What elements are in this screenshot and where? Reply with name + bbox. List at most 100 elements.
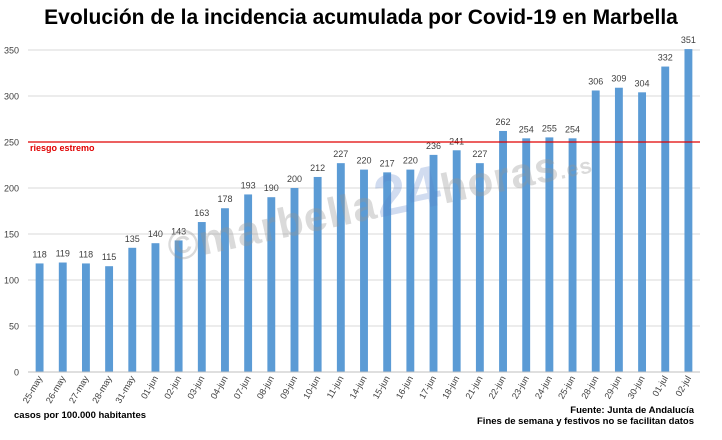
- bar: [221, 208, 229, 372]
- bar: [290, 188, 299, 372]
- x-tick-label: 03-jun: [185, 374, 206, 401]
- data-label: 254: [565, 124, 580, 134]
- bar: [638, 92, 647, 372]
- x-tick-label: 07-jun: [232, 374, 253, 401]
- bar: [58, 262, 67, 372]
- x-tick-label: 31-may: [113, 374, 137, 405]
- bar: [684, 49, 693, 373]
- watermark-tld: .es: [556, 152, 595, 184]
- bar: [591, 90, 600, 372]
- data-note: Fines de semana y festivos no se facilit…: [477, 416, 694, 427]
- data-label: 236: [426, 141, 441, 151]
- bar: [128, 247, 137, 372]
- data-label: 254: [519, 124, 534, 134]
- x-tick-label: 04-jun: [209, 374, 230, 401]
- source-note: Fuente: Junta de Andalucía Fines de sema…: [477, 405, 694, 427]
- data-label: 178: [217, 194, 232, 204]
- y-tick-label: 50: [9, 322, 19, 332]
- bar: [105, 266, 114, 372]
- bar: [244, 194, 253, 372]
- x-tick-label: 21-jun: [463, 374, 484, 401]
- bar: [545, 137, 554, 372]
- bar: [429, 154, 438, 372]
- x-tick-label: 27-may: [67, 374, 91, 405]
- bar: [174, 240, 183, 372]
- data-label: 351: [681, 35, 696, 45]
- data-label: 227: [472, 149, 487, 159]
- data-label: 255: [542, 123, 557, 133]
- data-label: 332: [658, 53, 673, 63]
- data-label: 262: [496, 117, 511, 127]
- source-label: Fuente: Junta de Andalucía: [570, 405, 694, 416]
- x-tick-label: 09-jun: [278, 374, 299, 401]
- data-label: 212: [310, 163, 325, 173]
- bar: [313, 176, 322, 372]
- data-label: 227: [333, 149, 348, 159]
- data-label: 220: [356, 156, 371, 166]
- bar: [661, 66, 670, 372]
- x-tick-label: 28-jun: [579, 374, 600, 401]
- bar: [522, 138, 531, 372]
- x-tick-label: 22-jun: [487, 374, 508, 401]
- bar: [360, 169, 368, 372]
- data-label: 241: [449, 136, 464, 146]
- data-label: 118: [32, 249, 46, 259]
- x-tick-label: 18-jun: [440, 374, 461, 401]
- x-tick-label: 26-may: [44, 374, 68, 405]
- bar: [197, 222, 206, 372]
- x-tick-label: 01-jun: [139, 374, 160, 401]
- bar: [383, 172, 392, 372]
- x-tick-label: 02-jun: [162, 374, 183, 401]
- data-label: 217: [380, 158, 395, 168]
- data-label: 163: [194, 208, 209, 218]
- y-tick-label: 300: [4, 92, 19, 102]
- x-tick-label: 17-jun: [417, 374, 438, 401]
- data-label: 118: [79, 249, 93, 259]
- x-tick-label: 08-jun: [255, 374, 276, 401]
- x-tick-label: 15-jun: [371, 374, 392, 401]
- y-tick-label: 250: [4, 138, 19, 148]
- bar: [336, 163, 345, 372]
- x-tick-label: 10-jun: [301, 374, 322, 401]
- x-tick-label: 02-jul: [673, 374, 693, 398]
- x-tick-label: 28-may: [90, 374, 114, 405]
- x-tick-label: 24-jun: [533, 374, 554, 401]
- bar: [568, 138, 577, 372]
- bar: [499, 130, 507, 372]
- x-tick-label: 23-jun: [510, 374, 531, 401]
- bar: [406, 169, 415, 372]
- data-label: 140: [148, 229, 163, 239]
- data-label: 200: [287, 174, 302, 184]
- watermark-number: 24: [368, 152, 447, 231]
- units-note: casos por 100.000 habitantes: [14, 410, 147, 421]
- data-label: 143: [171, 226, 186, 236]
- data-label: 135: [125, 234, 140, 244]
- y-tick-label: 150: [4, 230, 19, 240]
- bar: [151, 243, 160, 372]
- x-tick-label: 16-jun: [394, 374, 415, 401]
- y-tick-label: 200: [4, 184, 19, 194]
- data-label: 220: [403, 156, 418, 166]
- bar: [81, 263, 90, 372]
- x-tick-label: 30-jun: [626, 374, 647, 401]
- threshold-label: riesgo estremo: [30, 143, 95, 153]
- x-tick-label: 25-jun: [556, 374, 577, 401]
- chart-title: Evolución de la incidencia acumulada por…: [44, 6, 678, 29]
- x-tick-label: 25-may: [21, 374, 45, 405]
- data-label: 115: [102, 252, 116, 262]
- y-tick-label: 350: [4, 46, 19, 56]
- data-label: 119: [56, 249, 70, 259]
- bar: [475, 163, 484, 372]
- y-tick-label: 100: [4, 276, 19, 286]
- bar: [35, 263, 44, 372]
- bar: [267, 197, 276, 372]
- x-tick-label: 29-jun: [602, 374, 623, 401]
- x-tick-label: 14-jun: [348, 374, 369, 401]
- data-label: 304: [635, 78, 650, 88]
- data-label: 193: [241, 180, 256, 190]
- bar: [614, 87, 623, 372]
- data-label: 306: [588, 76, 603, 86]
- x-tick-label: 01-jul: [650, 374, 670, 398]
- data-label: 309: [611, 74, 626, 84]
